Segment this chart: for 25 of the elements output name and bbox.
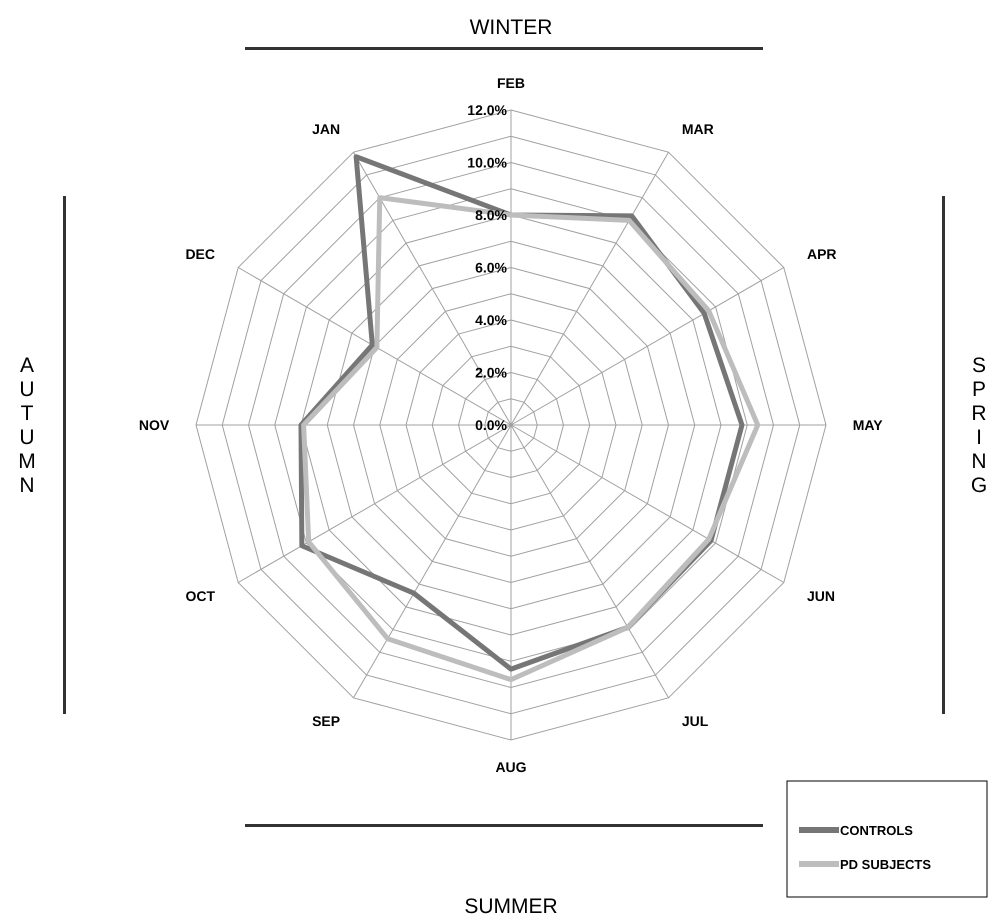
legend-label: CONTROLS xyxy=(840,823,914,838)
spoke-label: MAR xyxy=(682,121,714,138)
spoke-label: NOV xyxy=(138,417,170,433)
y-tick-label: 12.0% xyxy=(467,102,508,118)
y-tick-label: 0.0% xyxy=(475,417,508,433)
y-tick-label: 10.0% xyxy=(467,154,508,170)
y-tick-label: 6.0% xyxy=(475,260,508,276)
text: SPRING xyxy=(970,354,988,497)
text: SUMMER xyxy=(464,895,558,918)
spoke-label: FEB xyxy=(497,75,525,92)
y-tick-label: 2.0% xyxy=(475,364,508,380)
spoke-label: JUN xyxy=(806,588,835,604)
spoke-label: MAY xyxy=(852,417,884,433)
spoke-label: AUG xyxy=(495,758,527,775)
spoke-label: JUL xyxy=(682,712,709,729)
y-tick-label: 8.0% xyxy=(475,207,508,223)
spoke-label: OCT xyxy=(185,588,216,604)
spoke-label: SEP xyxy=(312,712,340,729)
spoke-label: DEC xyxy=(185,246,216,262)
legend-label: PD SUBJECTS xyxy=(840,857,932,872)
spoke-label: JAN xyxy=(312,121,340,138)
text: WINTER xyxy=(470,16,552,39)
spoke-label: APR xyxy=(806,246,837,262)
text: AUTUMN xyxy=(18,354,36,497)
y-tick-label: 4.0% xyxy=(475,312,508,328)
